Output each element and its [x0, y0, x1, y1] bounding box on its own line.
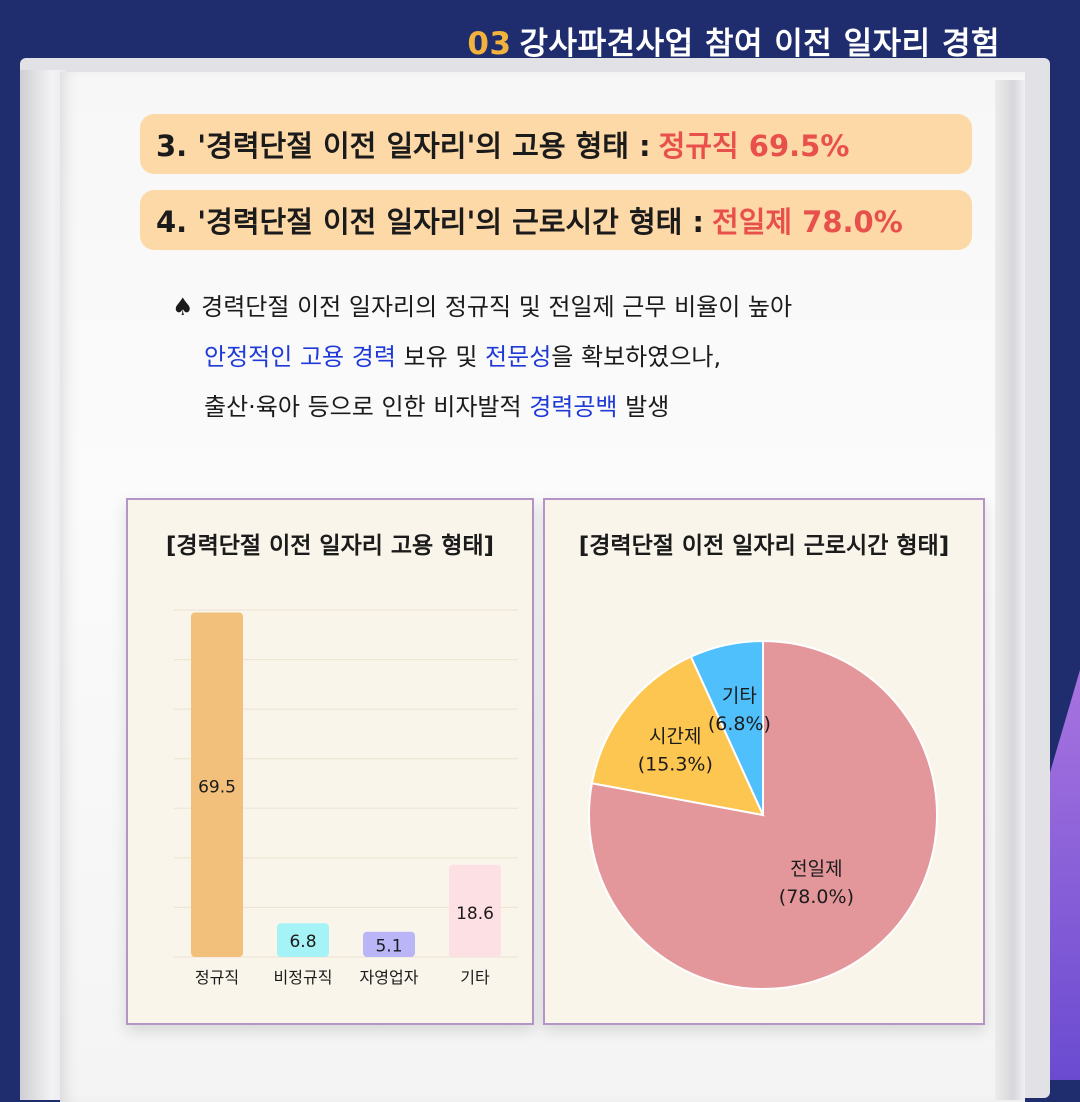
tick-label: 정규직: [195, 968, 239, 987]
book-spine: [20, 70, 66, 1100]
bar-chart-panel: [경력단절 이전 일자리 고용 형태] 69.5 정규직 6.8 비정규직 5.1 자영업…: [126, 498, 534, 1025]
pill-highlight: 전일제 78.0%: [712, 205, 903, 239]
data-label: 69.5: [198, 778, 236, 798]
tick-label: 기타: [460, 968, 490, 987]
pie-chart: 전일제 (78.0%) 시간제 (15.3%) 기타 (6.8%): [588, 639, 938, 990]
bar-chart: 69.5 정규직 6.8 비정규직 5.1 자영업자 18.6 기타: [174, 609, 518, 987]
slice-label: 기타: [722, 685, 757, 707]
data-label: 18.6: [456, 904, 494, 924]
page-title: 03 강사파견사업 참여 이전 일자리 경험: [467, 18, 1000, 63]
data-label: 6.8: [289, 932, 316, 952]
text: 보유 및: [395, 343, 486, 371]
pie-chart-panel: [경력단절 이전 일자리 근로시간 형태] 전일제 (78.0%) 시간제 (15.3…: [543, 498, 985, 1025]
bar: [277, 923, 329, 957]
text: 을 확보하였으나,: [551, 343, 722, 371]
chart-title: [경력단절 이전 일자리 고용 형태]: [165, 533, 495, 559]
highlight-text: 안정적인 고용 경력: [204, 343, 396, 371]
slice-percent-label: (15.3%): [638, 753, 713, 775]
slice-label: 시간제: [649, 725, 701, 747]
description-line-2: 안정적인 고용 경력 보유 및 전문성을 확보하였으나,: [172, 332, 792, 382]
slice-percent-label: (78.0%): [779, 886, 854, 908]
slice-percent-label: (6.8%): [708, 713, 771, 735]
text: 발생: [617, 393, 670, 421]
book-page-edge: [995, 80, 1025, 1100]
chart-title: [경력단절 이전 일자리 근로시간 형태]: [578, 533, 950, 559]
slice-label: 전일제: [790, 858, 842, 880]
section-title: 강사파견사업 참여 이전 일자리 경험: [519, 26, 1000, 62]
summary-pill-worktime: 4. '경력단절 이전 일자리'의 근로시간 형태 : 전일제 78.0%: [140, 190, 972, 250]
pill-highlight: 정규직 69.5%: [658, 129, 850, 163]
tick-label: 자영업자: [360, 968, 419, 987]
bar: [191, 612, 243, 957]
description-line-1: ♠ 경력단절 이전 일자리의 정규직 및 전일제 근무 비율이 높아: [172, 293, 793, 321]
bar: [449, 864, 501, 957]
section-number: 03: [467, 26, 512, 62]
description-line-3: 출산·육아 등으로 인한 비자발적 경력공백 발생: [172, 382, 792, 432]
bar: [363, 931, 415, 957]
description: ♠ 경력단절 이전 일자리의 정규직 및 전일제 근무 비율이 높아 안정적인 …: [172, 282, 792, 432]
data-label: 5.1: [375, 936, 402, 956]
tick-label: 비정규직: [274, 968, 333, 987]
pie-slice: [590, 655, 765, 817]
pie-slice: [689, 639, 764, 816]
summary-pill-employment: 3. '경력단절 이전 일자리'의 고용 형태 : 정규직 69.5%: [140, 114, 972, 174]
pill-label: 3. '경력단절 이전 일자리'의 고용 형태 :: [156, 129, 651, 163]
highlight-text: 전문성: [485, 343, 552, 371]
highlight-text: 경력공백: [529, 393, 618, 421]
pill-label: 4. '경력단절 이전 일자리'의 근로시간 형태 :: [156, 205, 705, 239]
text: 출산·육아 등으로 인한 비자발적: [204, 393, 530, 421]
